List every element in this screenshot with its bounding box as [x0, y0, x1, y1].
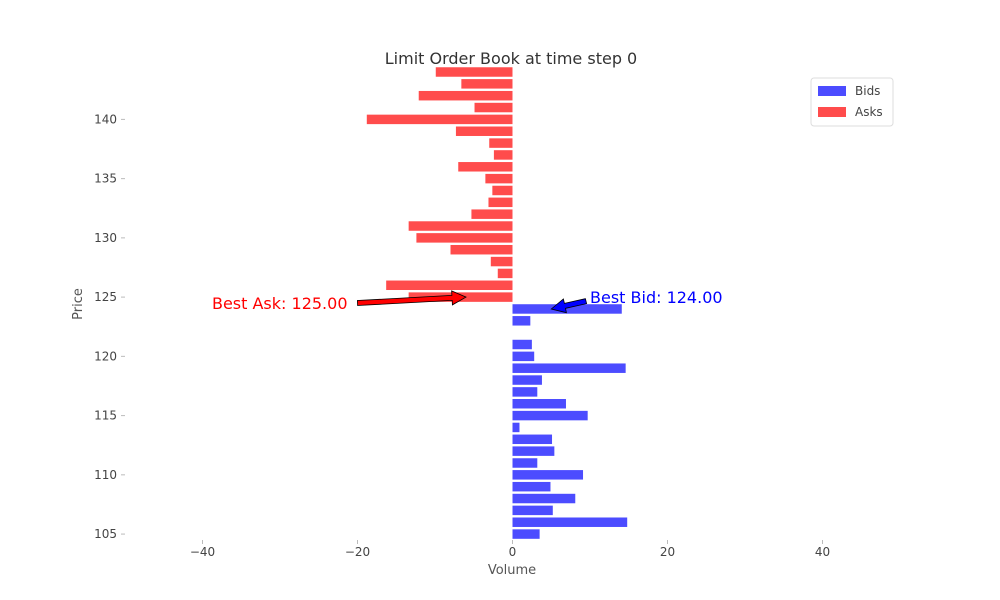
y-tick-label: 140 — [94, 112, 117, 126]
bids-bar — [512, 422, 520, 433]
bids-bar — [512, 505, 553, 516]
legend-label: Bids — [855, 84, 880, 98]
bids-bar — [512, 339, 532, 350]
asks-bar — [492, 185, 513, 196]
asks-bar — [435, 67, 513, 77]
x-tick-label: −40 — [190, 545, 215, 559]
asks-bar — [493, 150, 513, 160]
y-tick-label: 120 — [94, 349, 117, 363]
annotations: Best Ask: 125.00 Best Bid: 124.00 — [212, 288, 723, 314]
bids-bar — [512, 399, 566, 409]
asks-bar — [450, 244, 513, 255]
asks-bar — [485, 173, 513, 184]
y-tick-label: 125 — [94, 290, 117, 304]
asks-bar — [488, 197, 513, 208]
bids-bar — [512, 517, 628, 527]
asks-bar — [455, 126, 513, 136]
bids-bar — [512, 470, 584, 480]
asks-bar — [458, 162, 513, 172]
asks-bar — [474, 102, 513, 113]
bids-bar — [512, 387, 538, 397]
asks-bar — [490, 256, 513, 267]
annotation-arrow — [550, 298, 588, 314]
x-tick-label: 40 — [815, 545, 830, 559]
y-axis-label: Price — [71, 288, 86, 320]
bids-bar — [512, 351, 535, 362]
bids-bar — [512, 493, 576, 504]
bids-bar — [512, 375, 542, 385]
y-tick-label: 115 — [94, 409, 117, 423]
asks-bar — [461, 79, 513, 89]
annotation-text: Best Ask: 125.00 — [212, 294, 348, 313]
chart-title: Limit Order Book at time step 0 — [385, 49, 637, 68]
annotation-text: Best Bid: 124.00 — [590, 288, 723, 307]
bids-bar — [512, 363, 626, 373]
bars — [366, 67, 628, 539]
y-tick-label: 130 — [94, 231, 117, 245]
asks-bar — [416, 233, 513, 243]
asks-bar — [497, 268, 513, 279]
legend-swatch — [818, 86, 846, 96]
legend: Bids Asks — [810, 77, 894, 127]
bids-bar — [512, 446, 555, 456]
x-tick-label: 0 — [509, 545, 517, 559]
y-tick-label: 110 — [94, 468, 117, 482]
y-tick-label: 105 — [94, 527, 117, 541]
bids-bar — [512, 304, 622, 314]
bids-bar — [512, 410, 588, 421]
asks-bar — [366, 114, 513, 125]
asks-bar — [489, 138, 513, 148]
bids-bar — [512, 434, 553, 445]
x-tick-label: 20 — [660, 545, 675, 559]
annotation-arrow — [356, 290, 467, 306]
legend-label: Asks — [855, 105, 883, 119]
x-tick-label: −20 — [345, 545, 370, 559]
asks-bar — [418, 90, 513, 101]
asks-bar — [471, 209, 513, 219]
asks-bar — [408, 221, 513, 231]
x-axis-label: Volume — [488, 563, 536, 578]
bids-bar — [512, 316, 531, 326]
bids-bar — [512, 529, 540, 539]
axes: −40 −20 0 20 40 105 110 115 120 125 130 135 140 — [94, 112, 830, 559]
asks-bar — [386, 280, 513, 291]
y-tick-label: 135 — [94, 172, 117, 186]
bids-bar — [512, 481, 551, 492]
legend-swatch — [818, 107, 846, 117]
bids-bar — [512, 458, 538, 468]
